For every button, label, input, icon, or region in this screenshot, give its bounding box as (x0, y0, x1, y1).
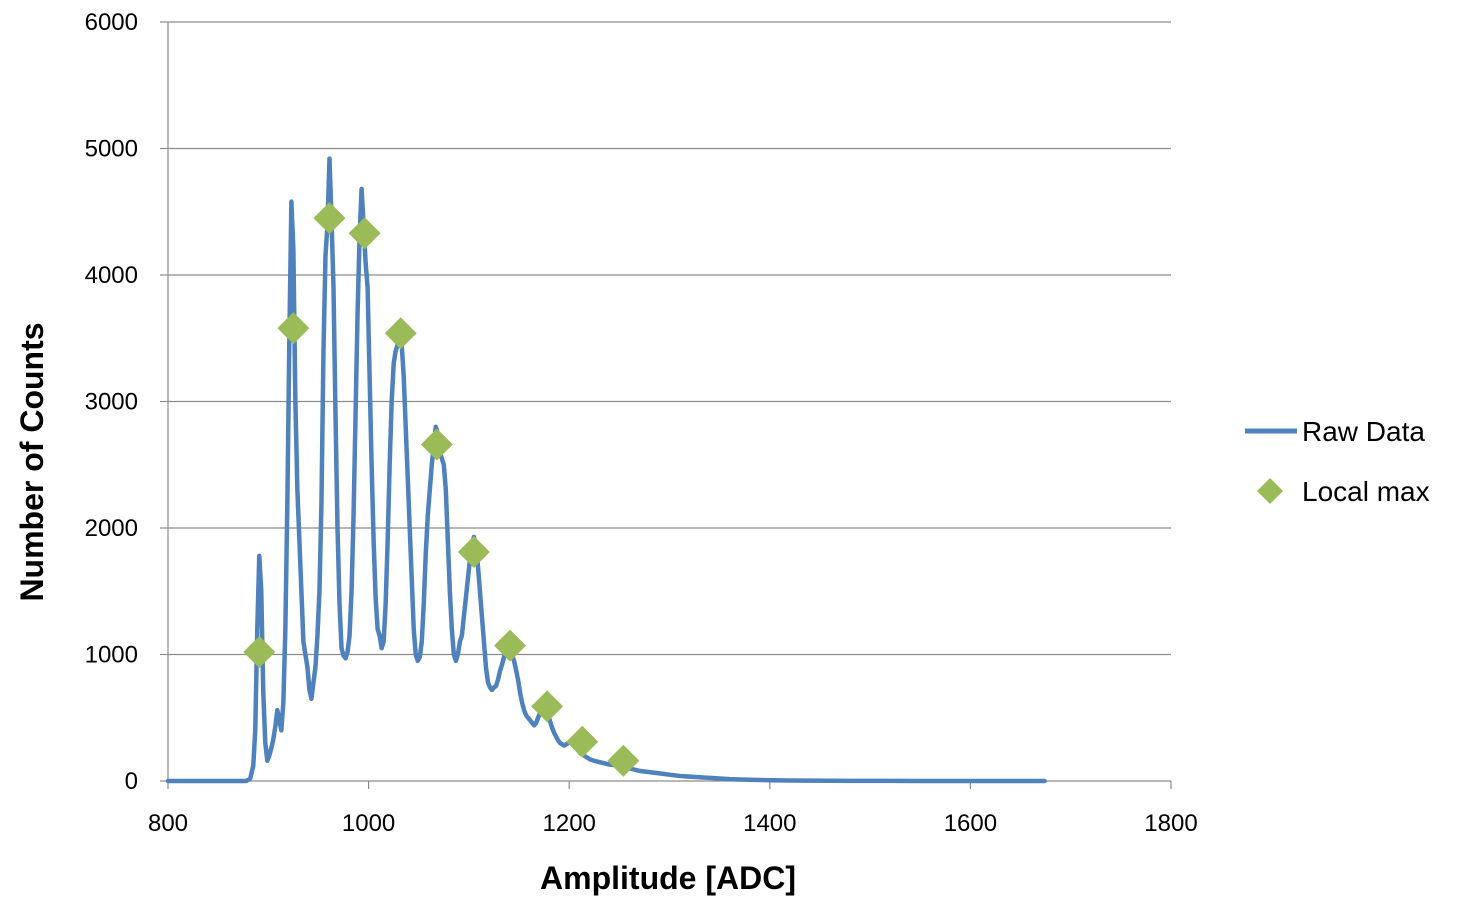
legend-raw-data-label: Raw Data (1302, 416, 1425, 447)
x-tick-label: 1800 (1144, 810, 1197, 837)
y-tick-label: 1000 (85, 642, 138, 669)
y-tick-label: 4000 (85, 262, 138, 289)
local-max-marker (348, 217, 381, 250)
local-max-marker (243, 635, 276, 668)
local-max-marker (607, 744, 640, 777)
y-tick-label: 3000 (85, 389, 138, 416)
local-max-marker (494, 629, 527, 662)
series-raw-data-line (165, 156, 1047, 784)
local-max-marker (531, 690, 564, 723)
x-tick-label: 800 (148, 810, 188, 837)
y-tick-label: 5000 (85, 136, 138, 163)
x-tick-label: 1600 (944, 810, 997, 837)
series-layer (165, 156, 1047, 784)
local-max-marker (457, 536, 490, 569)
legend-local-max-swatch (1257, 478, 1283, 504)
y-axis-title: Number of Counts (14, 322, 50, 601)
local-max-marker (420, 428, 453, 461)
local-max-marker (277, 312, 310, 345)
legend-local-max-label: Local max (1302, 476, 1430, 507)
y-tick-label: 6000 (85, 9, 138, 36)
local-max-marker (313, 202, 346, 235)
x-tick-label: 1200 (543, 810, 596, 837)
axes-layer (160, 21, 1172, 789)
labels-layer: Amplitude [ADC] Number of Counts 0 1000 20… (14, 9, 1198, 896)
y-tick-label: 0 (125, 768, 138, 795)
x-tick-label: 1400 (743, 810, 796, 837)
y-tick-label: 2000 (85, 515, 138, 542)
local-max-marker (566, 725, 599, 758)
x-tick-label: 1000 (342, 810, 395, 837)
x-axis-title: Amplitude [ADC] (540, 860, 796, 896)
legend: Raw Data Local max (1245, 416, 1430, 507)
local-max-marker (384, 317, 417, 350)
